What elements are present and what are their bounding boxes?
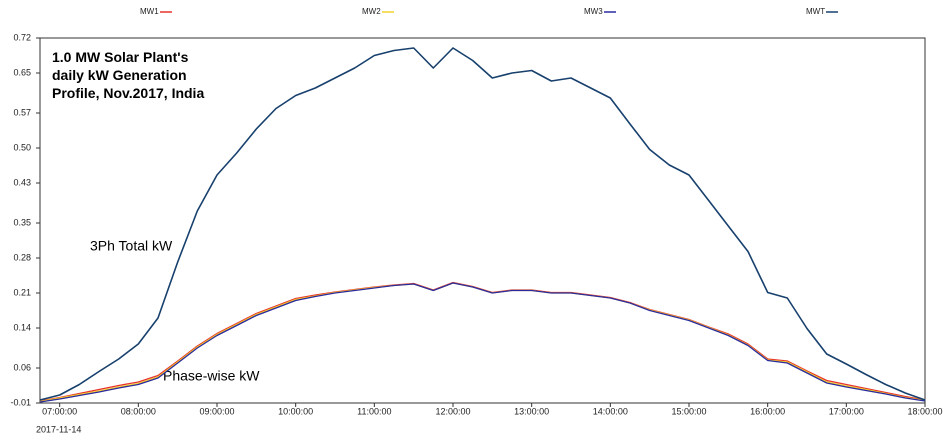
x-tick-label: 14:00:00 bbox=[593, 406, 628, 416]
y-tick-label: 0.21 bbox=[13, 287, 31, 297]
y-tick-label: 0.14 bbox=[13, 322, 31, 332]
x-tick-label: 18:00:00 bbox=[907, 406, 942, 416]
legend-label: MW1 bbox=[140, 7, 159, 16]
x-tick-label: 16:00:00 bbox=[750, 406, 785, 416]
y-tick-label: -0.01 bbox=[10, 397, 31, 407]
y-tick-label: 0.43 bbox=[13, 177, 31, 187]
y-tick-label: 0.35 bbox=[13, 217, 31, 227]
y-tick-label: 0.06 bbox=[13, 362, 31, 372]
y-tick-label: 0.50 bbox=[13, 142, 31, 152]
x-tick-label: 09:00:00 bbox=[199, 406, 234, 416]
x-tick-label: 13:00:00 bbox=[514, 406, 549, 416]
x-tick-label: 07:00:00 bbox=[42, 406, 77, 416]
chart-title: daily kW Generation bbox=[52, 67, 187, 83]
y-tick-label: 0.65 bbox=[13, 67, 31, 77]
series-line bbox=[39, 282, 926, 403]
x-tick-label: 10:00:00 bbox=[278, 406, 313, 416]
x-tick-label: 12:00:00 bbox=[435, 406, 470, 416]
series-line bbox=[39, 282, 926, 403]
legend-label: MW2 bbox=[362, 7, 381, 16]
annotation: Phase-wise kW bbox=[163, 368, 260, 384]
x-tick-label: 11:00:00 bbox=[357, 406, 391, 416]
chart-title: 1.0 MW Solar Plant's bbox=[52, 49, 189, 65]
x-tick-label: 15:00:00 bbox=[671, 406, 706, 416]
y-tick-label: 0.28 bbox=[13, 252, 31, 262]
x-tick-label: 08:00:00 bbox=[121, 406, 156, 416]
y-tick-label: 0.72 bbox=[13, 32, 31, 42]
x-tick-label: 17:00:00 bbox=[829, 406, 864, 416]
date-label: 2017-11-14 bbox=[36, 424, 81, 434]
plot-frame bbox=[39, 37, 926, 404]
legend-label: MWT bbox=[806, 7, 825, 16]
series-line bbox=[39, 47, 926, 401]
chart-title: Profile, Nov.2017, India bbox=[52, 85, 204, 101]
legend-label: MW3 bbox=[584, 7, 603, 16]
annotation: 3Ph Total kW bbox=[90, 238, 173, 254]
y-tick-label: 0.57 bbox=[13, 107, 31, 117]
